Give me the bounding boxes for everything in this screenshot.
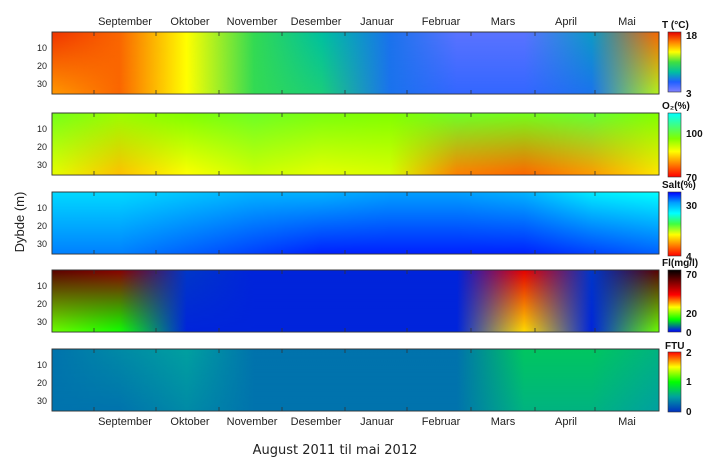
top-month-axis: September Oktober November Desember Janu… <box>98 16 636 28</box>
colorbar-turbidity <box>667 351 682 413</box>
colorbar-label-oxygen: O₂(%) <box>662 101 690 112</box>
heatmap-depth-layer <box>52 270 659 332</box>
panel-temperature: 10 20 30 T (°C) 18 3 <box>37 20 698 100</box>
depth-tick-label: 20 <box>37 299 47 309</box>
depth-tick-label: 20 <box>37 61 47 71</box>
month-label-top: September <box>98 16 152 28</box>
heatmap-depth-layer <box>52 32 659 94</box>
heatmap-border <box>51 31 660 95</box>
y-axis-title: Dybde (m) <box>12 192 27 253</box>
depth-tick-label: 10 <box>37 281 47 291</box>
month-label-bottom: Desember <box>291 416 342 428</box>
colorbar-tick: 3 <box>686 89 692 100</box>
depth-tick-label: 30 <box>37 239 47 249</box>
colorbar-label-fluorescence: Fl(mg/l) <box>662 258 698 269</box>
panel-salinity: 10 20 30 Salt(%) 30 4 <box>37 180 698 263</box>
heatmap-depth-layer <box>52 192 659 254</box>
colorbar-salinity <box>667 191 682 257</box>
month-label-bottom: November <box>227 416 278 428</box>
colorbar-tick: 2 <box>686 348 692 359</box>
panel-month-ticks <box>93 349 596 411</box>
month-label-bottom: Mai <box>618 416 636 428</box>
x-axis-title: August 2011 til mai 2012 <box>253 443 418 458</box>
colorbar-oxygen <box>667 112 682 178</box>
month-label-top: November <box>227 16 278 28</box>
depth-tick-label: 20 <box>37 142 47 152</box>
depth-tick-label: 10 <box>37 360 47 370</box>
panel-month-ticks <box>93 113 596 175</box>
colorbar-fluorescence <box>667 269 682 333</box>
depth-tick-label: 30 <box>37 396 47 406</box>
depth-tick-label: 20 <box>37 221 47 231</box>
colorbar-temperature <box>667 31 682 93</box>
colorbar-tick: 0 <box>686 328 692 339</box>
heatmap-border <box>51 348 660 412</box>
heatmap-border <box>51 269 660 333</box>
panel-turbidity: 10 20 30 FTU 2 1 0 <box>37 341 692 418</box>
panel-month-ticks <box>93 270 596 332</box>
panel-month-ticks <box>93 192 596 254</box>
colorbar-label-temperature: T (°C) <box>662 20 689 31</box>
panel-fluorescence: 10 20 30 Fl(mg/l) 70 20 0 <box>37 258 698 339</box>
colorbar-tick: 70 <box>686 270 698 281</box>
depth-tick-label: 30 <box>37 160 47 170</box>
month-label-top: Januar <box>360 16 394 28</box>
depth-tick-label: 10 <box>37 203 47 213</box>
depth-tick-label: 20 <box>37 378 47 388</box>
colorbar-tick: 100 <box>686 129 703 140</box>
depth-tick-label: 30 <box>37 317 47 327</box>
month-label-bottom: April <box>555 416 577 428</box>
month-label-top: Desember <box>291 16 342 28</box>
colorbar-label-turbidity: FTU <box>665 341 684 352</box>
month-label-bottom: September <box>98 416 152 428</box>
heatmap-border <box>51 112 660 176</box>
colorbar-tick: 4 <box>686 252 692 263</box>
depth-tick-label: 30 <box>37 79 47 89</box>
month-label-bottom: Februar <box>422 416 461 428</box>
heatmap-depth-layer <box>52 113 659 175</box>
bottom-month-axis: September Oktober November Desember Janu… <box>98 416 636 428</box>
depth-tick-label: 10 <box>37 43 47 53</box>
depth-tick-label: 10 <box>37 124 47 134</box>
month-label-bottom: Januar <box>360 416 394 428</box>
colorbar-tick: 0 <box>686 407 692 418</box>
heatmap-depth-layer <box>52 349 659 411</box>
colorbar-tick: 1 <box>686 377 692 388</box>
month-label-bottom: Oktober <box>170 416 209 428</box>
month-label-top: Mai <box>618 16 636 28</box>
month-label-top: Februar <box>422 16 461 28</box>
month-label-top: Oktober <box>170 16 209 28</box>
month-label-top: Mars <box>491 16 516 28</box>
colorbar-tick: 18 <box>686 31 698 42</box>
panel-month-ticks <box>93 32 596 94</box>
panel-oxygen: 10 20 30 O₂(%) 100 70 <box>37 101 703 184</box>
colorbar-tick: 20 <box>686 309 698 320</box>
colorbar-tick: 70 <box>686 173 698 184</box>
colorbar-label-salinity: Salt(%) <box>662 180 696 191</box>
month-label-top: April <box>555 16 577 28</box>
month-label-bottom: Mars <box>491 416 516 428</box>
heatmap-border <box>51 191 660 255</box>
colorbar-tick: 30 <box>686 201 698 212</box>
